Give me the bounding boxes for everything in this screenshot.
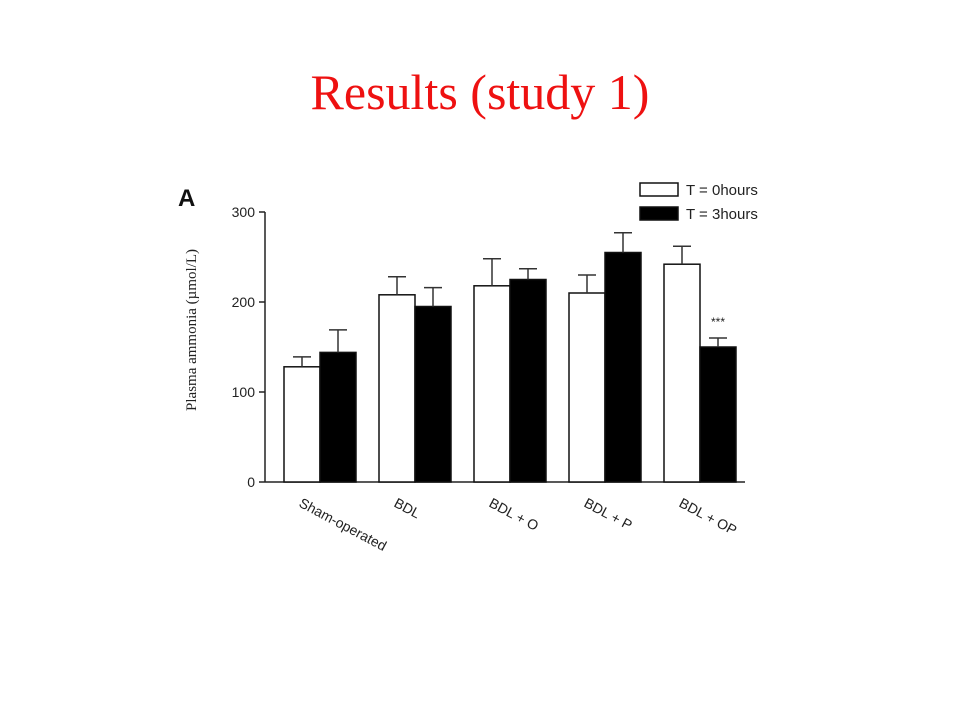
- y-tick-label: 0: [247, 474, 255, 490]
- legend-swatch: [639, 182, 679, 197]
- bar-t3-0: [319, 351, 357, 483]
- x-category-label: Sham-operated: [297, 495, 390, 554]
- significance-annotation: ***: [711, 315, 725, 329]
- panel-label: A: [178, 185, 195, 212]
- bar-t3-2: [509, 278, 547, 483]
- bar-t0-2: [473, 285, 511, 483]
- bar-t0-0: [283, 366, 321, 483]
- bar-t3-1: [414, 305, 452, 483]
- y-tick-label: 100: [232, 384, 256, 400]
- legend-swatch: [639, 206, 679, 221]
- x-category-label: BDL + OP: [677, 495, 740, 539]
- x-category-label: BDL + O: [487, 495, 542, 534]
- legend-entry: T = 3hours: [686, 206, 758, 223]
- y-tick-label: 300: [232, 204, 256, 220]
- y-tick-label: 200: [232, 294, 256, 310]
- bar-t0-1: [378, 294, 416, 483]
- bar-t0-3: [568, 292, 606, 483]
- slide-title: Results (study 1): [310, 64, 650, 120]
- bar-t3-3: [604, 251, 642, 483]
- y-axis-label: Plasma ammonia (µmol/L): [184, 249, 200, 411]
- x-category-label: BDL: [392, 495, 424, 522]
- bar-t3-4: [699, 346, 737, 483]
- bar-t0-4: [663, 263, 701, 483]
- legend-entry: T = 0hours: [686, 182, 758, 199]
- x-category-label: BDL + P: [582, 495, 635, 534]
